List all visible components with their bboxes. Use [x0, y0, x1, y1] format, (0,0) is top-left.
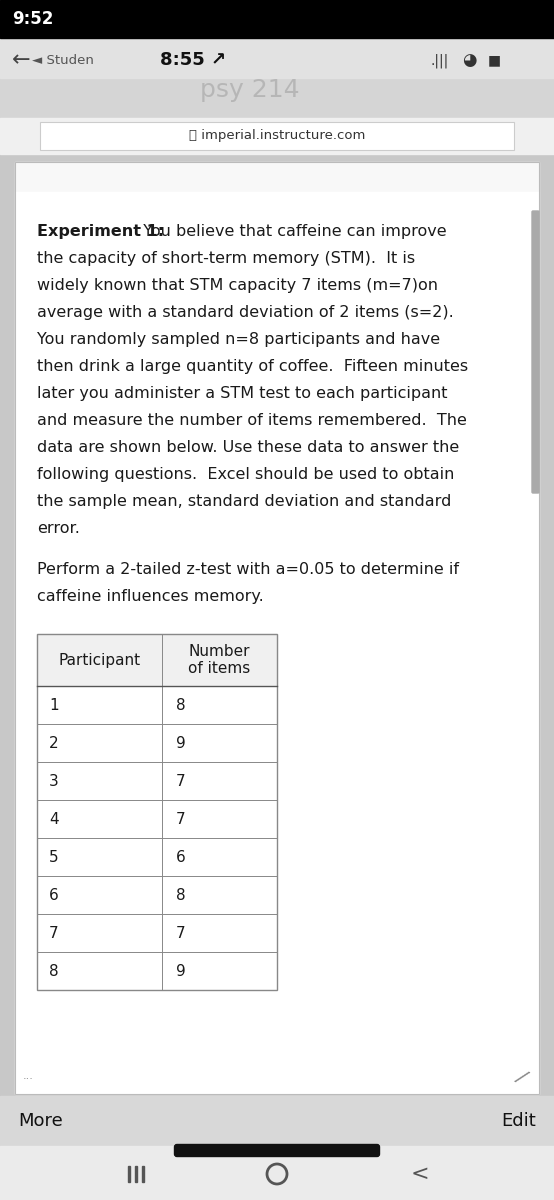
Text: /: / — [514, 1066, 529, 1086]
Text: 8:55 ↗: 8:55 ↗ — [160, 52, 226, 70]
Text: .|||: .||| — [430, 53, 448, 67]
Text: widely known that STM capacity 7 items (m=7)on: widely known that STM capacity 7 items (… — [37, 278, 438, 293]
Bar — [15, 192, 539, 1094]
Text: Edit: Edit — [501, 1112, 536, 1130]
Bar — [15, 162, 539, 192]
FancyBboxPatch shape — [532, 211, 539, 493]
Text: caffeine influences memory.: caffeine influences memory. — [37, 589, 264, 604]
Text: 9: 9 — [176, 964, 186, 978]
Text: 7: 7 — [176, 774, 186, 788]
Text: ■: ■ — [488, 53, 501, 67]
Text: Experiment 1:: Experiment 1: — [37, 224, 164, 239]
Text: error.: error. — [37, 521, 80, 536]
Text: <: < — [411, 1164, 429, 1184]
Text: You randomly sampled n=8 participants and have: You randomly sampled n=8 participants an… — [37, 332, 440, 347]
Text: the sample mean, standard deviation and standard: the sample mean, standard deviation and … — [37, 494, 452, 509]
Bar — [37, 724, 277, 762]
Text: following questions.  Excel should be used to obtain: following questions. Excel should be use… — [37, 467, 454, 482]
Text: 🔒 imperial.instructure.com: 🔒 imperial.instructure.com — [189, 130, 365, 143]
Bar — [0, 1146, 554, 1200]
Bar — [37, 634, 277, 686]
Text: 6: 6 — [49, 888, 59, 902]
Bar — [0, 118, 554, 154]
Text: More: More — [18, 1112, 63, 1130]
Bar — [37, 952, 277, 990]
Text: average with a standard deviation of 2 items (s=2).: average with a standard deviation of 2 i… — [37, 305, 454, 320]
Text: ◕: ◕ — [462, 52, 476, 70]
Bar — [128, 1166, 130, 1182]
Text: 7: 7 — [176, 925, 186, 941]
Bar — [142, 1166, 144, 1182]
Bar — [0, 0, 554, 38]
Text: then drink a large quantity of coffee.  Fifteen minutes: then drink a large quantity of coffee. F… — [37, 359, 468, 374]
Text: 8: 8 — [49, 964, 59, 978]
Text: 7: 7 — [176, 811, 186, 827]
Text: 8: 8 — [176, 697, 186, 713]
Text: the capacity of short-term memory (STM).  It is: the capacity of short-term memory (STM).… — [37, 251, 415, 266]
Bar — [40, 122, 514, 150]
Text: later you administer a STM test to each participant: later you administer a STM test to each … — [37, 386, 448, 401]
Text: 7: 7 — [49, 925, 59, 941]
Text: 5: 5 — [49, 850, 59, 864]
Text: ←: ← — [12, 50, 30, 71]
Bar — [37, 686, 277, 724]
FancyBboxPatch shape — [175, 1145, 379, 1157]
Bar — [0, 1096, 554, 1146]
Text: 3: 3 — [49, 774, 59, 788]
Bar — [40, 122, 514, 150]
Text: 8: 8 — [176, 888, 186, 902]
Text: 6: 6 — [176, 850, 186, 864]
Bar — [37, 762, 277, 800]
Bar — [135, 1166, 137, 1182]
Bar — [37, 800, 277, 838]
Text: You believe that caffeine can improve: You believe that caffeine can improve — [133, 224, 447, 239]
Text: Number
of items: Number of items — [188, 643, 250, 677]
Text: 9:52: 9:52 — [12, 10, 53, 28]
Text: ...: ... — [23, 1070, 34, 1081]
Text: 9: 9 — [176, 736, 186, 750]
Text: psy 214: psy 214 — [200, 78, 300, 102]
Text: Perform a 2-tailed z-test with a=0.05 to determine if: Perform a 2-tailed z-test with a=0.05 to… — [37, 562, 459, 577]
Text: 4: 4 — [49, 811, 59, 827]
Bar — [0, 38, 554, 118]
Bar — [37, 876, 277, 914]
Bar — [37, 838, 277, 876]
Bar — [37, 914, 277, 952]
Text: ◄ Studen: ◄ Studen — [32, 54, 94, 67]
Text: 2: 2 — [49, 736, 59, 750]
Text: and measure the number of items remembered.  The: and measure the number of items remember… — [37, 413, 467, 428]
Bar — [37, 634, 277, 990]
Text: data are shown below. Use these data to answer the: data are shown below. Use these data to … — [37, 440, 459, 455]
Bar — [0, 38, 554, 78]
Bar — [15, 162, 539, 1094]
Text: Participant: Participant — [58, 653, 141, 667]
Text: 1: 1 — [49, 697, 59, 713]
